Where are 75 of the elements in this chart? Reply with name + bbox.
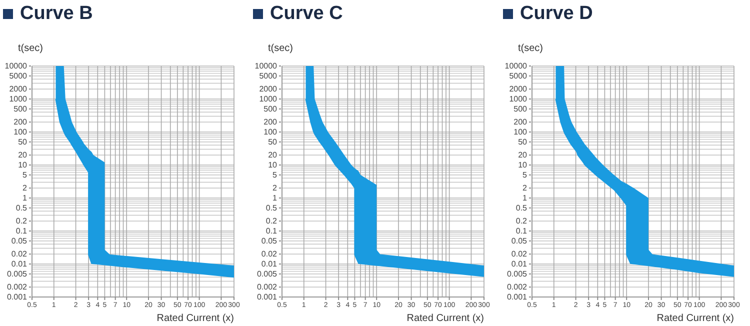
y-tick-label: 100 — [264, 128, 278, 137]
y-tick-label: 0.01 — [261, 260, 278, 269]
y-tick-label: 20 — [518, 150, 528, 160]
y-tick-label: 0.2 — [516, 216, 528, 226]
y-tick-label: 1000 — [259, 94, 278, 104]
y-tick-label: 50 — [268, 138, 278, 147]
y-tick-label: 0.05 — [511, 236, 528, 246]
y-tick-label: 0.05 — [11, 236, 28, 246]
y-tick-label: 1 — [522, 194, 528, 203]
x-axis-title: Rated Current (x) — [406, 313, 484, 324]
y-tick-label: 0.1 — [266, 226, 278, 236]
y-tick-label: 10000 — [4, 62, 28, 71]
x-axis-title: Rated Current (x) — [156, 313, 234, 324]
y-tick-label: 0.1 — [16, 226, 28, 236]
y-tick-label: 0.5 — [266, 204, 278, 213]
y-tick-label: 5 — [522, 170, 528, 180]
y-tick-label: 10 — [268, 160, 278, 170]
y-tick-label: 5 — [272, 170, 278, 180]
y-tick-label: 0.005 — [506, 270, 528, 279]
y-tick-label: 0.2 — [16, 216, 28, 226]
y-tick-label: 100 — [14, 128, 28, 137]
y-tick-label: 1 — [22, 194, 28, 203]
y-tick-label: 0.002 — [256, 282, 278, 292]
y-tick-label: 0.01 — [511, 260, 528, 269]
y-tick-label: 2 — [272, 184, 278, 193]
y-tick-label: 10 — [518, 160, 528, 170]
chart-title: Curve D — [520, 3, 593, 24]
y-tick-label: 5000 — [259, 72, 278, 81]
y-tick-label: 0.002 — [6, 282, 28, 292]
y-tick-label: 0.05 — [261, 236, 278, 246]
y-tick-label: 200 — [514, 118, 528, 127]
y-tick-label: 0.5 — [516, 204, 528, 213]
y-tick-label: 2 — [522, 184, 528, 193]
y-tick-label: 0.1 — [516, 226, 528, 236]
y-tick-label: 20 — [18, 150, 28, 160]
y-tick-label: 0.001 — [6, 292, 28, 302]
y-tick-label: 5000 — [509, 72, 528, 81]
y-tick-label: 10000 — [504, 62, 528, 71]
y-tick-label: 0.002 — [506, 282, 528, 292]
y-tick-label: 100 — [514, 128, 528, 137]
y-tick-label: 0.005 — [6, 270, 28, 279]
y-tick-label: 50 — [18, 138, 28, 147]
y-tick-label: 200 — [264, 118, 278, 127]
y-tick-label: 0.01 — [11, 260, 28, 269]
y-axis-title: t(sec) — [518, 43, 543, 54]
y-tick-label: 0.001 — [256, 292, 278, 302]
y-tick-label: 10 — [18, 160, 28, 170]
y-tick-label: 0.02 — [511, 250, 528, 259]
y-tick-label: 50 — [518, 138, 528, 147]
y-tick-label: 1 — [272, 194, 278, 203]
y-tick-label: 1000 — [9, 94, 28, 104]
y-tick-label: 2000 — [9, 84, 28, 94]
y-tick-label: 20 — [268, 150, 278, 160]
y-tick-label: 10000 — [254, 62, 278, 71]
chart-title: Curve C — [270, 3, 344, 24]
y-tick-label: 5 — [22, 170, 28, 180]
y-tick-label: 2 — [22, 184, 28, 193]
y-tick-label: 0.001 — [506, 292, 528, 302]
x-axis-title: Rated Current (x) — [656, 313, 734, 324]
y-tick-label: 500 — [14, 104, 28, 114]
y-tick-label: 1000 — [509, 94, 528, 104]
y-axis-title: t(sec) — [18, 43, 43, 54]
y-tick-label: 0.5 — [16, 204, 28, 213]
chart-title: Curve B — [20, 3, 93, 24]
y-tick-label: 200 — [14, 118, 28, 127]
y-tick-label: 0.02 — [261, 250, 278, 259]
y-tick-label: 0.005 — [256, 270, 278, 279]
y-tick-label: 5000 — [9, 72, 28, 81]
y-tick-label: 0.2 — [266, 216, 278, 226]
y-tick-label: 500 — [514, 104, 528, 114]
y-tick-label: 500 — [264, 104, 278, 114]
y-tick-label: 0.02 — [11, 250, 28, 259]
y-tick-label: 2000 — [509, 84, 528, 94]
y-axis-title: t(sec) — [268, 43, 293, 54]
y-tick-label: 2000 — [259, 84, 278, 94]
